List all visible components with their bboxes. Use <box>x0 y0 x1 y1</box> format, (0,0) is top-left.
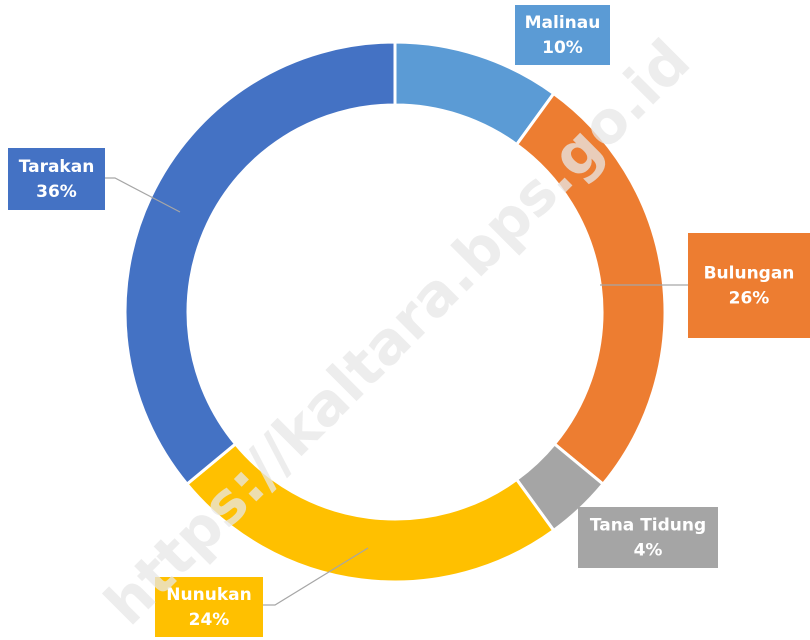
slice <box>123 40 397 487</box>
value-label: 10% <box>542 38 583 58</box>
category-label: Bulungan <box>704 264 795 284</box>
category-label: Nunukan <box>166 585 251 605</box>
value-label: 36% <box>36 182 77 202</box>
label-box <box>155 577 263 637</box>
labels: Malinau 10% Bulungan 26% Tana Tidung 4% Nunuka… <box>8 5 810 637</box>
category-label: Tarakan <box>19 157 95 177</box>
slices <box>123 40 667 584</box>
value-label: 24% <box>189 610 230 630</box>
value-label: 26% <box>729 289 770 309</box>
label-box <box>515 5 610 65</box>
value-label: 4% <box>634 541 663 561</box>
label-box <box>688 233 810 338</box>
category-label: Malinau <box>525 13 601 33</box>
label-box <box>578 507 718 568</box>
category-label: Tana Tidung <box>590 516 706 536</box>
label-box <box>8 148 105 210</box>
leader-line <box>263 547 369 606</box>
leader-line <box>105 177 181 213</box>
